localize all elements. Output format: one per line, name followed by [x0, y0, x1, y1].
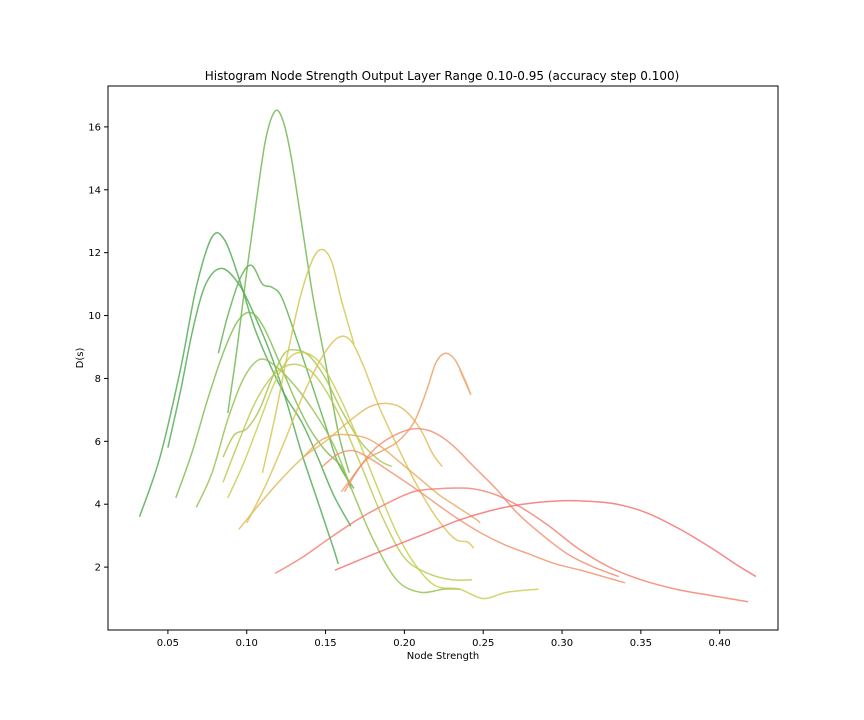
- series-line-15: [321, 449, 626, 584]
- y-tick-label: 16: [88, 122, 101, 133]
- x-axis-label: Node Strength: [407, 651, 480, 662]
- series-line-16: [343, 427, 620, 578]
- y-tick-label: 12: [88, 248, 101, 259]
- series-line-7: [222, 348, 393, 468]
- series-line-10: [261, 248, 355, 473]
- y-tick-label: 2: [95, 563, 101, 574]
- y-tick-label: 4: [95, 500, 101, 511]
- x-tick-label: 0.35: [630, 638, 652, 649]
- series-line-5: [175, 311, 352, 499]
- y-tick-label: 6: [95, 437, 101, 448]
- series-line-13: [302, 433, 481, 524]
- y-axis: 2 4 6 8 10 12 14 16: [88, 122, 108, 574]
- x-tick-label: 0.15: [314, 638, 336, 649]
- series-line-14: [340, 352, 472, 493]
- x-tick-label: 0.30: [551, 638, 573, 649]
- x-tick-label: 0.10: [236, 638, 258, 649]
- chart-title: Histogram Node Strength Output Layer Ran…: [205, 69, 680, 83]
- y-axis-label: D(s): [75, 348, 86, 369]
- x-tick-label: 0.25: [472, 638, 494, 649]
- x-axis: 0.05 0.10 0.15 0.20 0.25 0.30 0.35 0.40: [157, 630, 731, 649]
- series-layer: [138, 109, 757, 603]
- series-line-18: [334, 499, 757, 578]
- x-tick-label: 0.20: [393, 638, 415, 649]
- series-line-9: [227, 351, 539, 600]
- x-tick-label: 0.05: [157, 638, 179, 649]
- series-line-2: [167, 267, 339, 565]
- series-line-17: [274, 487, 749, 603]
- y-tick-label: 10: [88, 311, 101, 322]
- series-line-12: [238, 402, 443, 530]
- series-line-4: [227, 109, 350, 473]
- series-line-3: [217, 264, 355, 489]
- y-tick-label: 14: [88, 185, 101, 196]
- series-line-8: [222, 363, 473, 581]
- series-line-11: [246, 335, 475, 549]
- plot-frame: [107, 85, 779, 631]
- x-tick-label: 0.40: [709, 638, 731, 649]
- series-line-6: [195, 358, 460, 594]
- y-tick-label: 8: [95, 374, 101, 385]
